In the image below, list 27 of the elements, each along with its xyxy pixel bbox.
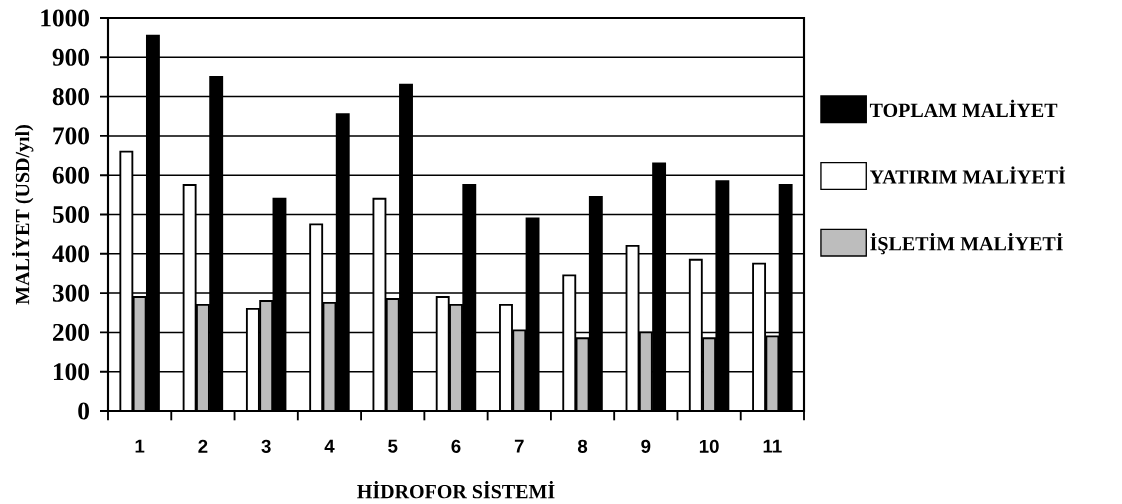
y-tick-label: 800 <box>52 88 89 106</box>
y-tick-label: 500 <box>52 205 89 224</box>
y-tick-label: 700 <box>53 127 89 145</box>
x-axis-title: HİDROFOR SİSTEMİ <box>357 481 555 499</box>
y-tick-label: 400 <box>52 245 89 263</box>
y-tick-label: 900 <box>52 48 89 66</box>
x-tick-label: 4 <box>324 439 335 453</box>
legend-label: İŞLETİM MALİYETİ <box>870 233 1063 255</box>
x-tick-label: 9 <box>641 439 651 453</box>
y-tick-label: 100 <box>53 363 89 381</box>
y-tick-label: 200 <box>53 323 89 341</box>
y-tick-label: 600 <box>52 166 89 184</box>
legend-label: YATIRIM MALİYETİ <box>869 166 1066 184</box>
x-tick-label: 1 <box>135 439 145 453</box>
x-tick-label: 7 <box>514 439 524 453</box>
y-tick-label: 0 <box>78 402 89 420</box>
x-tick-label: 3 <box>261 439 271 453</box>
x-tick-label: 10 <box>699 439 719 453</box>
y-axis-title: MALİYET (USD/yıl) <box>11 125 34 305</box>
x-tick-label: 5 <box>388 439 398 453</box>
legend-label: TOPLAM MALİYET <box>869 99 1058 118</box>
y-tick-label: 1000 <box>41 9 89 27</box>
y-tick-label: 300 <box>52 284 89 302</box>
x-tick-label: 8 <box>577 439 588 453</box>
x-tick-label: 11 <box>763 439 782 453</box>
x-tick-label: 2 <box>198 439 208 453</box>
x-tick-label: 6 <box>451 439 461 453</box>
